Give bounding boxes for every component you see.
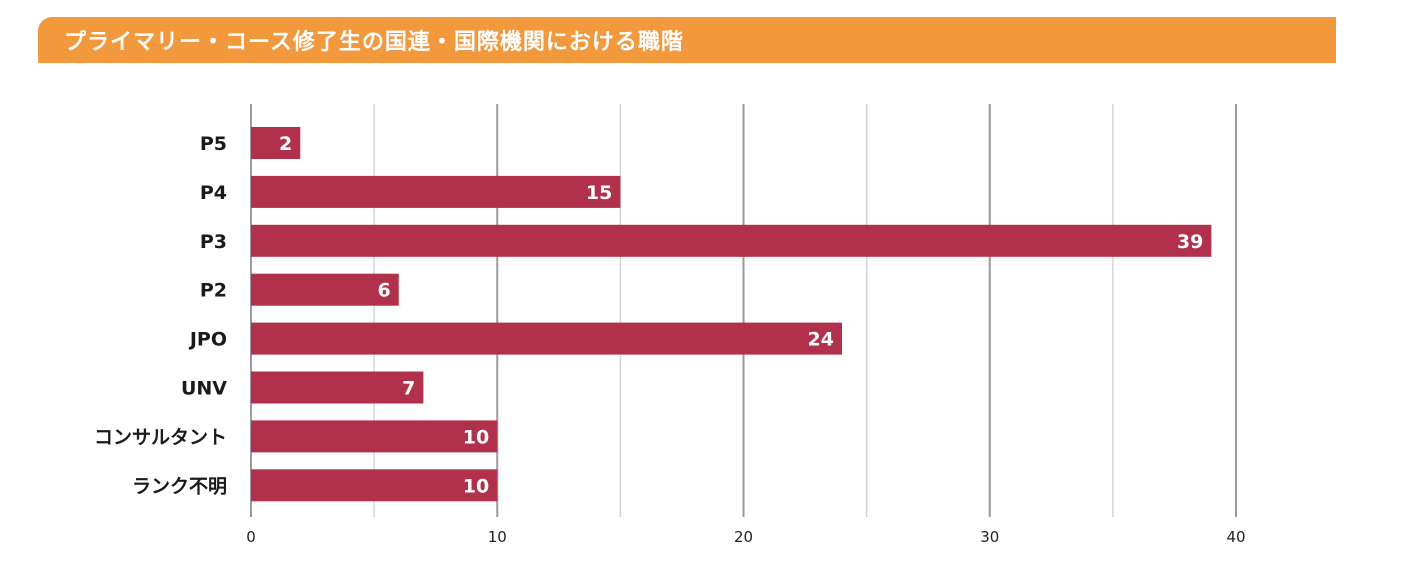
category-label-5: UNV	[181, 378, 227, 400]
category-label-1: P4	[200, 182, 227, 204]
value-label-6: 10	[463, 426, 489, 448]
bar-0	[251, 127, 301, 159]
bar-5	[251, 371, 424, 404]
bar-1	[251, 175, 621, 208]
bar-4	[251, 322, 842, 355]
chart-title-bar: プライマリー・コース修了生の国連・国際機関における職階	[38, 17, 1336, 63]
chart-title: プライマリー・コース修了生の国連・国際機関における職階	[64, 30, 684, 55]
category-label-7: ランク不明	[132, 475, 227, 497]
value-label-7: 10	[463, 475, 489, 497]
category-label-3: P2	[200, 280, 227, 302]
value-label-2: 39	[1177, 231, 1203, 253]
x-tick-label-20: 20	[734, 528, 753, 546]
bar-7	[251, 469, 498, 502]
category-label-2: P3	[200, 231, 227, 253]
bar-6	[251, 420, 498, 453]
category-label-0: P5	[200, 133, 227, 155]
x-tick-label-10: 10	[488, 528, 507, 546]
x-tick-label-40: 40	[1226, 528, 1245, 546]
bar-2	[251, 224, 1212, 257]
bar-3	[251, 273, 399, 306]
value-label-3: 6	[378, 280, 391, 302]
value-label-0: 2	[279, 133, 292, 155]
value-label-5: 7	[402, 378, 415, 400]
value-label-1: 15	[586, 182, 612, 204]
x-tick-label-0: 0	[246, 528, 256, 546]
category-label-6: コンサルタント	[94, 426, 227, 448]
category-label-4: JPO	[188, 329, 227, 351]
value-label-4: 24	[808, 329, 834, 351]
x-tick-label-30: 30	[980, 528, 999, 546]
